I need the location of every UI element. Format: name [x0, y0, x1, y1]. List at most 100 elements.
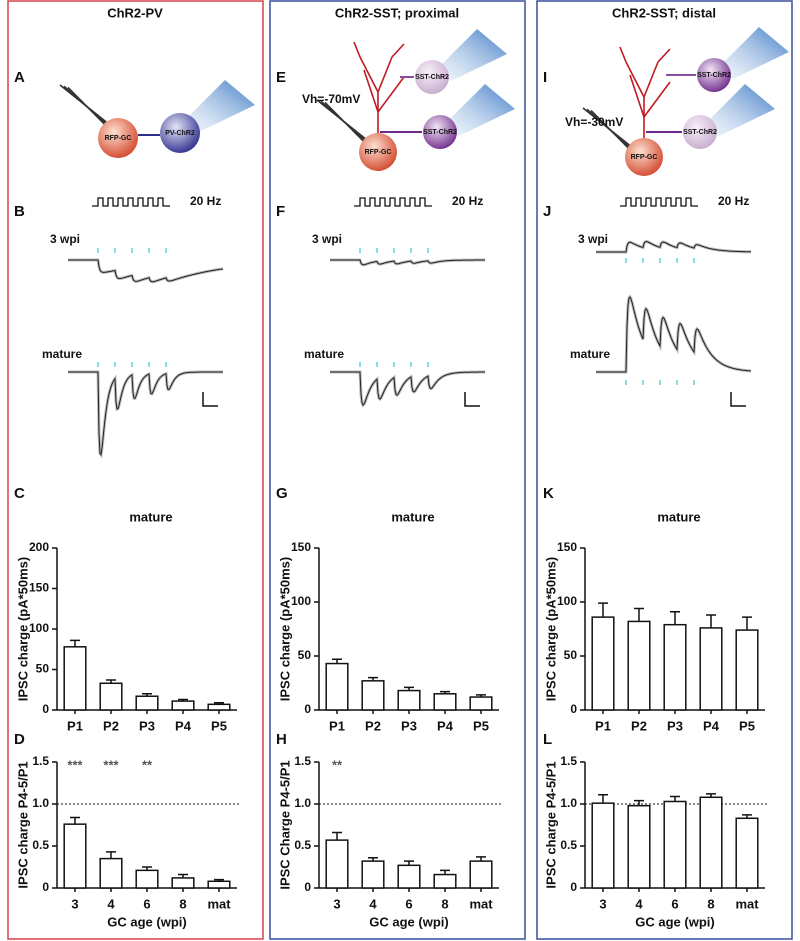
error-bar [368, 857, 378, 862]
stimulus-wave [620, 197, 698, 207]
light-beam [437, 29, 507, 81]
y-axis-label: IPSC charge P4-5/P1 [543, 761, 558, 888]
x-tick-label: P4 [437, 718, 454, 733]
error-bar [634, 799, 644, 806]
y-tick-label: 0.5 [32, 838, 49, 852]
y-tick-label: 1.0 [32, 796, 49, 810]
error-bar [440, 690, 450, 694]
bar [699, 796, 723, 889]
y-tick-label: 1.5 [32, 754, 49, 768]
trace [596, 240, 751, 253]
panel-letter: K [543, 485, 554, 502]
x-axis-label: GC age (wpi) [107, 914, 186, 929]
x-tick-label: 3 [333, 896, 340, 911]
trace [330, 371, 485, 406]
x-tick-label: P2 [631, 718, 647, 733]
x-tick-label: mat [207, 896, 231, 911]
dendrite [657, 48, 671, 63]
y-tick-label: 150 [29, 581, 49, 595]
y-axis-label: IPSC charge P4-5/P1 [15, 761, 30, 888]
pipette [67, 86, 111, 131]
x-tick-label: mat [469, 896, 493, 911]
x-tick-label: P5 [211, 718, 227, 733]
dendrite [377, 76, 405, 113]
dendrite [625, 61, 645, 98]
y-tick-label: 100 [557, 594, 577, 608]
diagram-label: PV-ChR2 [165, 130, 195, 137]
dendrite [363, 69, 379, 113]
trace-label: 3 wpi [578, 232, 608, 246]
x-tick-label: 4 [369, 896, 377, 911]
error-bar [142, 866, 152, 871]
scale-bar [202, 392, 218, 407]
panel-letter: F [276, 203, 285, 220]
y-tick-label: 1.5 [560, 754, 577, 768]
x-tick-label: P4 [175, 718, 192, 733]
error-bar [368, 676, 378, 681]
diagram-label: Vh=-70mV [302, 92, 360, 106]
error-bar [742, 616, 752, 631]
y-axis-label: IPSC charge (pA*50ms) [277, 557, 292, 702]
error-bar [178, 698, 188, 702]
bar [663, 623, 687, 711]
column-title: ChR2-SST; distal [612, 5, 716, 20]
x-tick-label: 8 [707, 896, 714, 911]
y-tick-label: 1.5 [294, 754, 311, 768]
bar [627, 804, 651, 889]
bar [591, 802, 615, 889]
x-tick-label: 6 [405, 896, 412, 911]
cell-gc [625, 138, 663, 176]
error-bar [404, 686, 414, 691]
bar [699, 627, 723, 711]
error-bar [598, 794, 608, 804]
light-beam [445, 84, 515, 136]
light-beam [705, 84, 775, 136]
bar [171, 700, 195, 711]
cell-sst [683, 115, 717, 149]
trace [68, 371, 223, 456]
error-bar [742, 814, 752, 819]
x-tick-label: mat [735, 896, 759, 911]
diagram-label: RFP-GC [105, 135, 132, 142]
error-bar [706, 793, 716, 798]
pipette [324, 101, 368, 146]
trace [68, 370, 223, 459]
x-tick-label: 4 [635, 896, 643, 911]
diagram: Vh=-30mV SST-ChR2 SST-ChR2 RFP-GC [565, 27, 789, 176]
x-tick-label: P1 [329, 718, 345, 733]
bar [135, 695, 159, 711]
y-axis-label: IPSC charge (pA*50ms) [543, 557, 558, 702]
stimulus-label: 20 Hz [452, 194, 483, 208]
x-tick-label: P5 [739, 718, 755, 733]
error-bar [332, 831, 342, 841]
y-tick-label: 0 [42, 880, 49, 894]
bar [361, 680, 385, 711]
x-tick-label: P3 [667, 718, 683, 733]
stimulus-wave [354, 197, 432, 207]
diagram-label: SST-ChR2 [415, 74, 449, 81]
trace [330, 259, 485, 266]
y-tick-label: 0.5 [294, 838, 311, 852]
error-bar [70, 639, 80, 647]
y-tick-label: 0.5 [560, 838, 577, 852]
x-tick-label: P1 [67, 718, 83, 733]
cell-sst [423, 115, 457, 149]
x-axis-label: GC age (wpi) [369, 914, 448, 929]
dendrite [619, 46, 627, 63]
y-tick-label: 1.0 [560, 796, 577, 810]
x-tick-label: 8 [179, 896, 186, 911]
cell-gc [98, 118, 138, 158]
y-tick-label: 50 [298, 648, 312, 662]
x-tick-label: 6 [143, 896, 150, 911]
diagram-label: RFP-GC [365, 149, 392, 156]
error-bar [214, 701, 224, 705]
y-tick-label: 1.0 [294, 796, 311, 810]
panel-frame [7, 0, 264, 940]
significance: ** [332, 757, 343, 772]
panel-letter: D [14, 731, 25, 748]
bar [63, 823, 87, 889]
cell-sst [697, 58, 731, 92]
bar [397, 864, 421, 889]
y-tick-label: 0 [570, 702, 577, 716]
panel-letter: B [14, 203, 25, 220]
